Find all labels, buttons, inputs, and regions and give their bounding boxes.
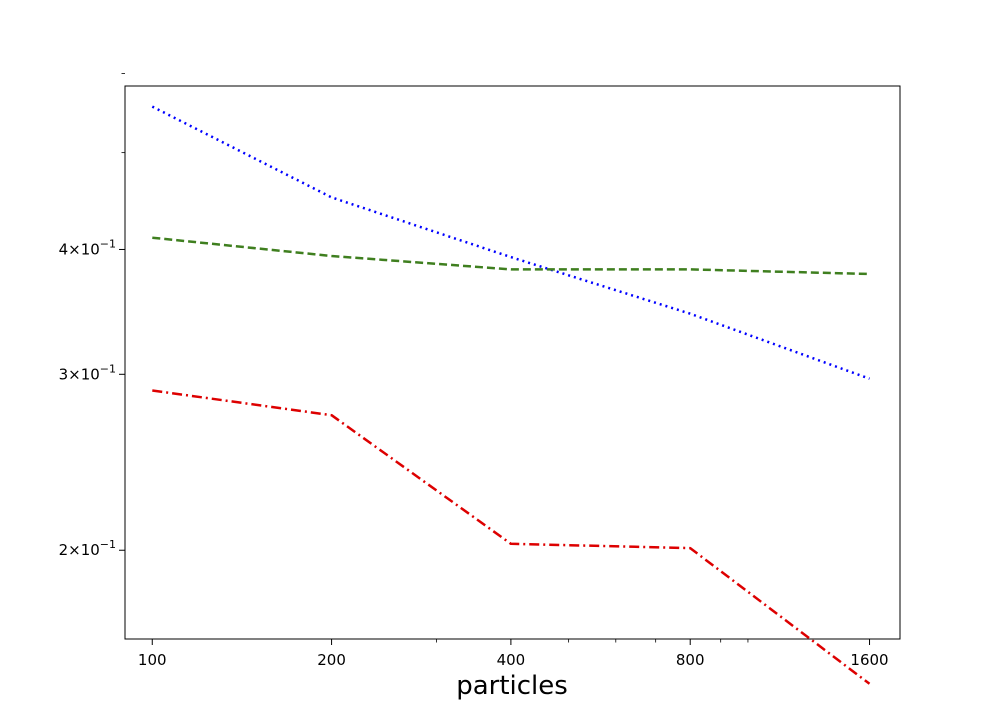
x-tick-label: 1600: [850, 651, 888, 669]
x-axis-label: particles: [456, 671, 568, 701]
x-tick-label: 100: [138, 651, 167, 669]
y-tick-label: 2×10−1: [59, 538, 116, 559]
x-tick-label: 800: [676, 651, 705, 669]
y-axis-ticks: 2×10−1 3×10−1 4×10−1: [59, 237, 125, 559]
plot-frame: [124, 85, 901, 640]
series-line-2: [152, 236, 870, 276]
series-line-3: [152, 389, 871, 685]
series-line-1: [151, 105, 870, 380]
x-tick-label: 200: [317, 651, 346, 669]
x-axis-ticks: 100 200 400 800 1600: [138, 639, 889, 669]
x-minor-ticks: [436, 639, 749, 643]
y-minor-ticks: [121, 73, 125, 154]
series-lines: [151, 105, 871, 685]
x-tick-label: 400: [497, 651, 526, 669]
y-tick-label: 4×10−1: [59, 237, 116, 258]
y-tick-label: 3×10−1: [59, 362, 116, 383]
